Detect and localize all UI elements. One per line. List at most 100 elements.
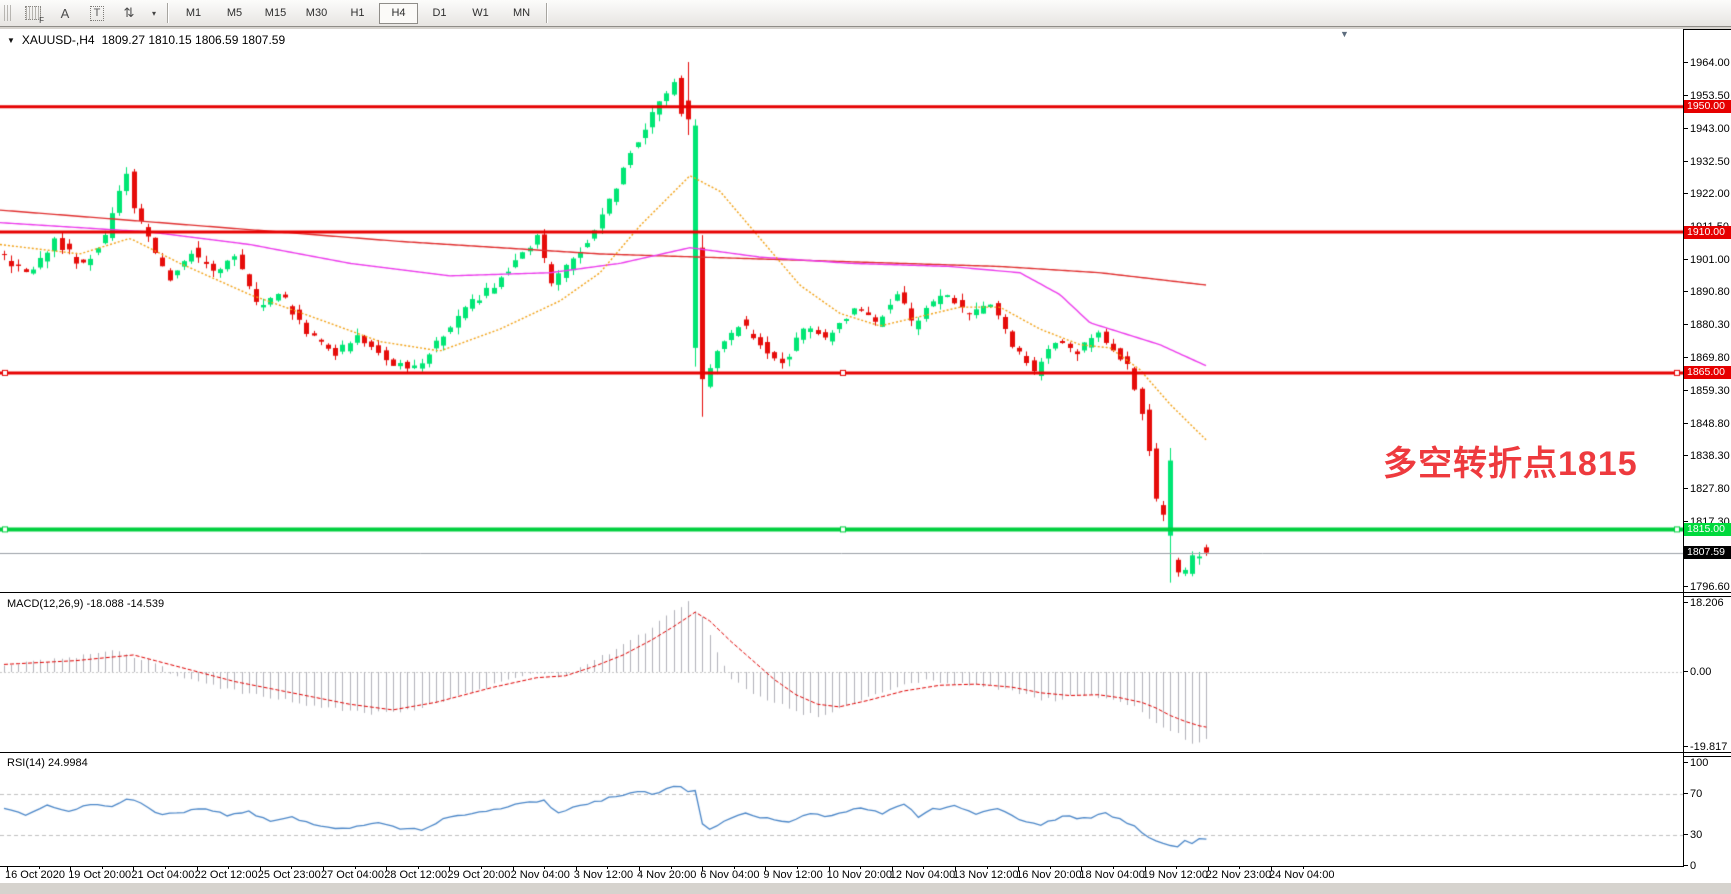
price-axis-label: 1932.50 bbox=[1683, 155, 1730, 168]
time-axis-label: 19 Nov 12:00 bbox=[1142, 869, 1209, 881]
timeframe-button-M1[interactable]: M1 bbox=[185, 7, 202, 19]
timeframe-button-M15[interactable]: M15 bbox=[264, 7, 287, 19]
toolbar: F A T ⇅ ▾ M1 M5 M15 M30 H1 H4 D1 W1 MN bbox=[0, 0, 1731, 27]
time-axis-minor-tick bbox=[860, 867, 862, 869]
time-axis-minor-tick bbox=[797, 867, 798, 869]
timeframe-button-MN[interactable]: MN bbox=[512, 7, 531, 19]
time-axis-tick bbox=[449, 867, 451, 871]
macd-axis-label: 0.00 bbox=[1682, 666, 1712, 678]
rsi-axis-label: 70 bbox=[1682, 787, 1703, 800]
dropdown-caret-icon[interactable]: ▾ bbox=[151, 8, 156, 18]
price-axis-border bbox=[1683, 29, 1684, 867]
price-axis-label: 1827.80 bbox=[1683, 483, 1730, 496]
timeframe-button-M5[interactable]: M5 bbox=[226, 7, 243, 19]
time-axis-label: 12 Nov 04:00 bbox=[889, 869, 956, 881]
time-axis-label: 18 Nov 04:00 bbox=[1079, 869, 1145, 881]
time-axis-tick bbox=[386, 867, 388, 871]
time-axis-strip bbox=[0, 867, 1731, 883]
time-axis-minor-tick bbox=[733, 867, 735, 869]
time-axis-tick bbox=[639, 867, 640, 871]
price-axis-label: 1922.00 bbox=[1683, 188, 1730, 201]
price-axis-label: 1838.30 bbox=[1683, 450, 1730, 463]
time-axis-minor-tick bbox=[481, 867, 482, 869]
price-level-badge: 1865.00 bbox=[1684, 366, 1731, 380]
symbol-dropdown-icon[interactable]: ▼ bbox=[7, 35, 15, 45]
text-box-icon[interactable]: T bbox=[83, 2, 111, 24]
time-axis-tick bbox=[702, 867, 704, 871]
rsi-axis-label: 100 bbox=[1682, 757, 1709, 769]
text-label-icon[interactable]: A bbox=[60, 5, 70, 21]
rsi-axis-label: 0 bbox=[1682, 860, 1697, 872]
time-axis-label: 16 Oct 2020 bbox=[5, 869, 65, 881]
time-axis-tick bbox=[1271, 867, 1272, 871]
time-axis-minor-tick bbox=[1239, 867, 1241, 869]
main-chart-pane[interactable] bbox=[0, 29, 1683, 592]
price-axis-label: 1953.50 bbox=[1683, 89, 1730, 102]
price-axis-label: 1901.00 bbox=[1683, 254, 1730, 267]
rsi-indicator-label: RSI(14) 24.9984 bbox=[7, 757, 88, 769]
time-axis-minor-tick bbox=[228, 867, 230, 869]
time-axis-label: 29 Oct 20:00 bbox=[447, 869, 511, 881]
rsi-pane[interactable] bbox=[0, 756, 1683, 866]
rsi-axis-label: 30 bbox=[1682, 829, 1703, 842]
time-axis-tick bbox=[196, 867, 198, 871]
time-axis-minor-tick bbox=[607, 867, 609, 869]
cycle-arrows-icon[interactable]: ⇅ bbox=[123, 5, 135, 20]
macd-pane[interactable] bbox=[0, 595, 1683, 752]
time-axis-minor-tick bbox=[1176, 867, 1178, 869]
timeframe-buttons-group: M1 M5 M15 M30 H1 H4 D1 W1 MN bbox=[173, 2, 542, 24]
time-axis-minor-tick bbox=[417, 867, 419, 869]
price-axis-label: 1848.80 bbox=[1683, 417, 1730, 430]
macd-axis-label: -19.817 bbox=[1682, 741, 1728, 754]
time-axis-minor-tick bbox=[670, 867, 672, 869]
timeframe-button-H1[interactable]: H1 bbox=[350, 7, 365, 19]
time-axis-label: 25 Oct 23:00 bbox=[257, 869, 321, 881]
time-axis-tick bbox=[1081, 867, 1083, 871]
time-axis-label: 22 Nov 23:00 bbox=[1205, 869, 1272, 881]
timeframe-button-D1[interactable]: D1 bbox=[432, 7, 447, 19]
time-axis-tick bbox=[575, 867, 577, 871]
price-level-badge: 1815.00 bbox=[1684, 522, 1731, 536]
time-axis-label: 24 Nov 04:00 bbox=[1269, 869, 1335, 881]
time-axis-label: 10 Nov 20:00 bbox=[826, 869, 893, 881]
time-axis-tick bbox=[7, 867, 8, 871]
time-axis-minor-tick bbox=[1113, 867, 1114, 869]
time-axis-tick bbox=[512, 867, 514, 871]
time-axis-label: 21 Oct 04:00 bbox=[131, 869, 195, 881]
drawing-tools-group: F A T ⇅ ▾ bbox=[17, 2, 163, 25]
time-axis-tick bbox=[1018, 867, 1020, 871]
ohlc-values: 1809.27 1810.15 1806.59 1807.59 bbox=[101, 33, 286, 47]
price-level-badge: 1910.00 bbox=[1684, 225, 1731, 239]
time-axis-minor-tick bbox=[354, 867, 356, 869]
time-axis-label: 19 Oct 20:00 bbox=[68, 869, 132, 881]
time-axis-label: 2 Nov 04:00 bbox=[510, 869, 570, 881]
time-axis-label: 22 Oct 12:00 bbox=[194, 869, 258, 881]
time-axis-tick bbox=[1144, 867, 1146, 871]
price-axis-label: 1869.80 bbox=[1683, 351, 1730, 364]
symbol-label: XAUUSD-,H4 bbox=[21, 33, 95, 47]
time-axis-minor-tick bbox=[1302, 867, 1304, 869]
time-axis-minor-tick bbox=[1049, 867, 1051, 869]
chart-shift-marker-icon[interactable]: ▼ bbox=[1340, 29, 1349, 39]
time-axis-label: 28 Oct 12:00 bbox=[384, 869, 448, 881]
time-axis-label: 16 Nov 20:00 bbox=[1016, 869, 1082, 881]
time-axis-minor-tick bbox=[986, 867, 988, 869]
chart-title: ▼ XAUUSD-,H4 1809.27 1810.15 1806.59 180… bbox=[7, 33, 285, 47]
timeframe-button-M30[interactable]: M30 bbox=[305, 7, 328, 19]
toolbar-separator bbox=[167, 3, 169, 23]
freehand-grid-icon[interactable]: F bbox=[19, 2, 47, 25]
price-axis-label: 1964.00 bbox=[1683, 57, 1730, 69]
time-axis-label: 4 Nov 20:00 bbox=[637, 869, 697, 881]
time-axis-minor-tick bbox=[101, 867, 103, 869]
time-axis-tick bbox=[955, 867, 956, 871]
time-axis-label: 3 Nov 12:00 bbox=[573, 869, 634, 881]
timeframe-button-W1[interactable]: W1 bbox=[472, 7, 489, 19]
toolbar-grip[interactable] bbox=[4, 5, 11, 21]
chart-text-annotation[interactable]: 多空转折点1815 bbox=[1383, 445, 1638, 483]
time-axis-tick bbox=[323, 867, 324, 871]
time-axis-minor-tick bbox=[291, 867, 293, 869]
price-axis-label: 1796.60 bbox=[1683, 581, 1730, 593]
timeframe-button-H4[interactable]: H4 bbox=[379, 2, 418, 24]
price-level-badge: 1950.00 bbox=[1684, 100, 1731, 114]
toolbar-separator bbox=[546, 3, 548, 23]
